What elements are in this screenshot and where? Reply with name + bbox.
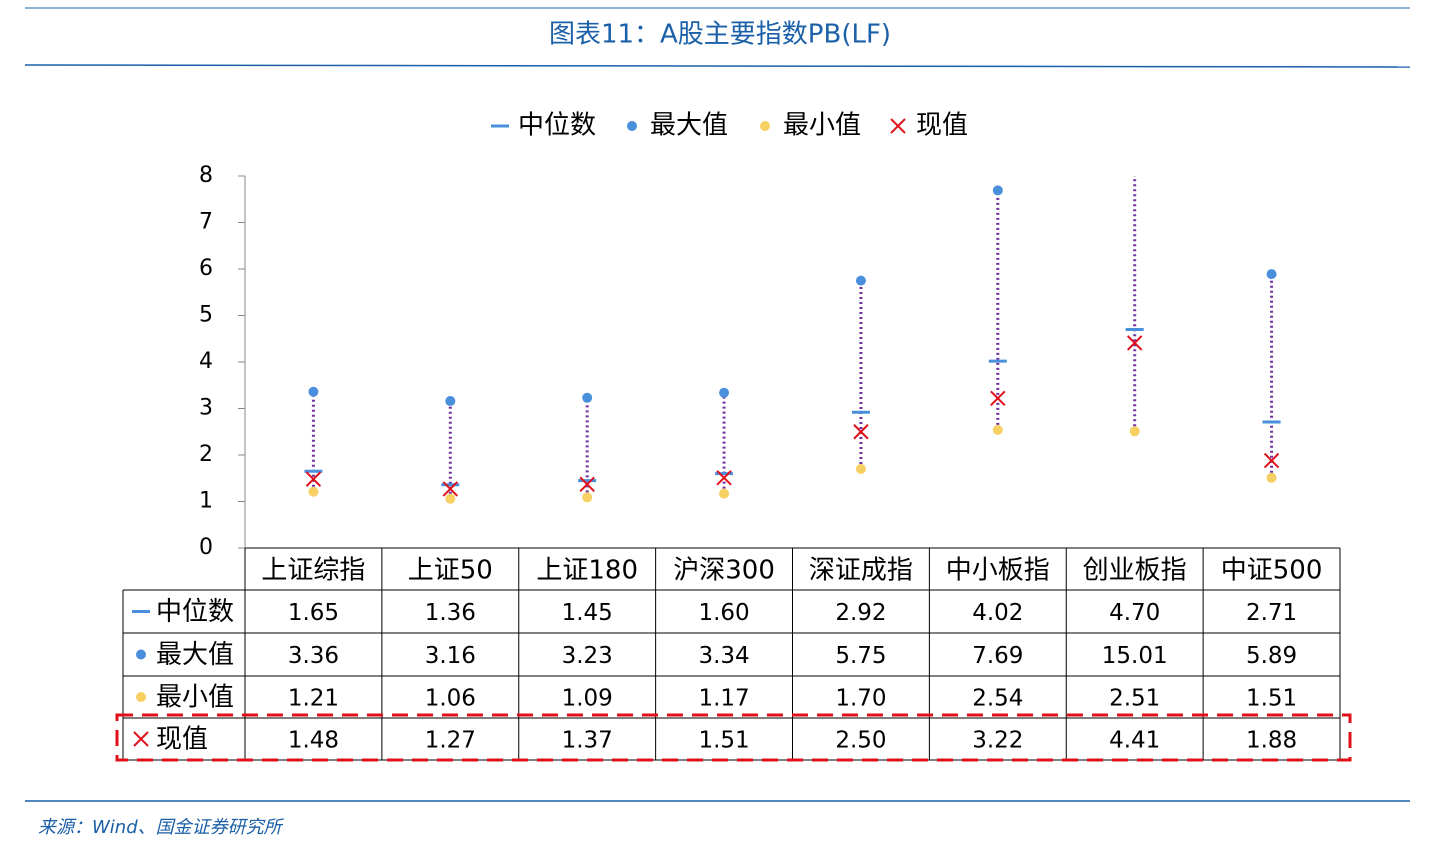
- table-cell: 2.92: [835, 600, 886, 626]
- table-row-label: 最小值: [156, 683, 234, 713]
- max-dot: [855, 275, 866, 286]
- source-note: 来源：Wind、国金证券研究所: [38, 817, 285, 838]
- y-tick-label: 4: [199, 349, 213, 374]
- x-tick-label: 中小板指: [946, 556, 1050, 586]
- plot-area: [304, 176, 1281, 504]
- y-tick-label: 1: [199, 489, 213, 514]
- min-dot: [1266, 472, 1277, 483]
- table-cell: 3.22: [972, 728, 1023, 754]
- table-cell: 3.16: [425, 643, 476, 669]
- table-cell: 1.37: [562, 728, 613, 754]
- x-tick-label: 沪深300: [673, 556, 775, 586]
- legend-label: 中位数: [518, 111, 596, 141]
- table-cell: 1.60: [698, 600, 749, 626]
- y-tick-label: 2: [199, 442, 213, 467]
- y-tick-label: 5: [199, 303, 213, 328]
- table-cell: 1.06: [425, 686, 476, 712]
- table-cell: 2.50: [835, 728, 886, 754]
- min-dot: [1129, 426, 1140, 437]
- x-tick-label: 中证500: [1221, 556, 1323, 586]
- y-tick-label: 8: [199, 163, 213, 188]
- table-cell: 4.02: [972, 600, 1023, 626]
- table-cell: 2.54: [972, 686, 1023, 712]
- legend-symbol: [133, 731, 149, 747]
- x-tick-label: 上证180: [536, 556, 638, 586]
- table-cell: 3.23: [562, 643, 613, 669]
- current-mark: [305, 471, 322, 487]
- current-mark: [990, 390, 1006, 406]
- legend-label: 现值: [916, 111, 968, 141]
- table-cell: 1.65: [288, 600, 339, 626]
- table-cell: 15.01: [1102, 643, 1168, 669]
- table-cell: 1.88: [1246, 728, 1297, 754]
- current-mark: [716, 470, 732, 486]
- table-cell: 1.45: [562, 600, 613, 626]
- table-cell: 1.36: [425, 600, 476, 626]
- table-cell: 2.71: [1246, 600, 1297, 626]
- highlight-box: [115, 713, 1352, 762]
- table-cell: 3.34: [698, 643, 749, 669]
- title-rule: [24, 64, 1411, 68]
- table-cell: 1.09: [562, 686, 613, 712]
- max-dot: [992, 185, 1003, 196]
- table-cell: 2.51: [1109, 686, 1160, 712]
- table-cell: 1.70: [835, 686, 886, 712]
- legend-symbol: [760, 121, 770, 131]
- table-row-label: 现值: [156, 725, 208, 755]
- legend-label: 最小值: [783, 111, 861, 141]
- y-tick-label: 7: [199, 210, 213, 235]
- legend-symbol: [890, 118, 906, 134]
- y-tick-label: 0: [199, 535, 213, 560]
- current-mark: [1263, 452, 1280, 469]
- table-cell: 5.75: [835, 643, 886, 669]
- table-cell: 1.48: [288, 728, 339, 754]
- max-dot: [582, 392, 593, 403]
- legend-symbol: [136, 649, 146, 660]
- table-cell: 1.21: [288, 686, 339, 712]
- x-tick-label: 上证50: [408, 556, 493, 586]
- table-cell: 1.51: [698, 728, 749, 754]
- table-cell: 1.51: [1246, 686, 1297, 712]
- min-dot: [992, 424, 1003, 435]
- current-mark: [853, 424, 869, 440]
- table-cell: 3.36: [288, 643, 339, 669]
- x-tick-label: 深证成指: [809, 556, 913, 586]
- max-dot: [308, 386, 319, 397]
- max-dot: [445, 396, 456, 407]
- table-cell: 5.89: [1246, 643, 1297, 669]
- current-mark: [1126, 335, 1143, 351]
- current-mark: [442, 481, 459, 497]
- table-cell: 4.70: [1109, 600, 1160, 626]
- table-cell: 7.69: [972, 643, 1023, 669]
- table-cell: 4.41: [1109, 728, 1160, 754]
- legend-label: 最大值: [650, 111, 728, 141]
- chart-title: 图表11：A股主要指数PB(LF): [549, 20, 891, 50]
- table-row-label: 最大值: [156, 640, 234, 670]
- table-cell: 1.27: [425, 728, 476, 754]
- y-tick-label: 3: [199, 396, 213, 421]
- legend-symbol: [627, 121, 637, 131]
- table-cell: 1.17: [698, 686, 749, 712]
- min-dot: [445, 493, 456, 504]
- x-tick-label: 上证综指: [261, 556, 365, 586]
- y-tick-label: 6: [199, 256, 213, 281]
- min-dot: [308, 486, 319, 497]
- min-dot: [719, 488, 730, 499]
- max-dot: [1266, 269, 1277, 280]
- x-tick-label: 创业板指: [1083, 556, 1187, 586]
- table-row-label: 中位数: [156, 597, 234, 627]
- min-dot: [582, 492, 593, 503]
- max-dot: [719, 387, 730, 398]
- min-dot: [855, 463, 866, 474]
- current-mark: [579, 476, 595, 493]
- legend-symbol: [136, 692, 146, 702]
